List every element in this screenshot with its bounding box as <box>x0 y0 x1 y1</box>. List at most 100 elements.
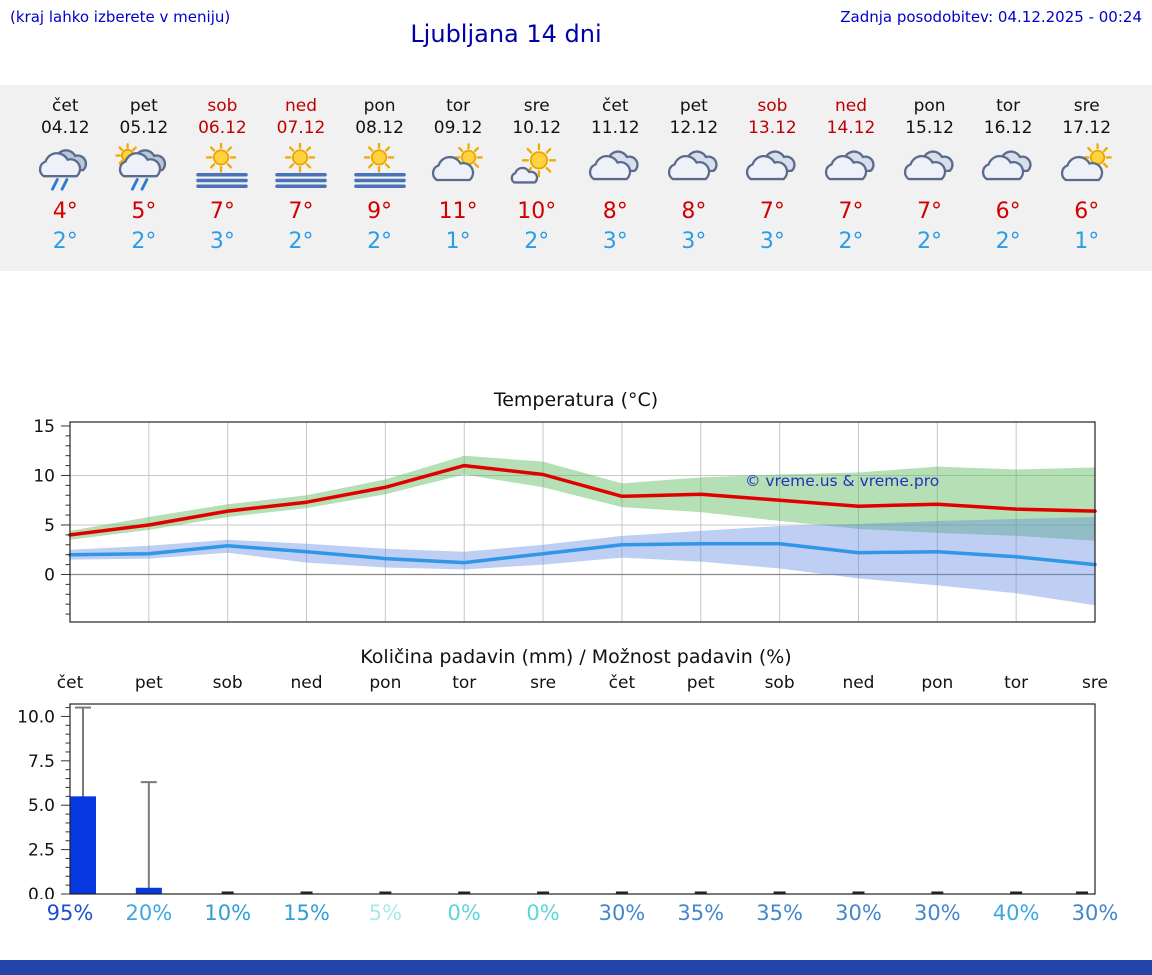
precip-probability-row: 95% 20% 10% 15% 5% 0% 0% 30% 35% 35% 30% 30% 40% 30% <box>0 899 1152 933</box>
temperature-min: 2° <box>288 229 314 254</box>
temperature-max: 10° <box>517 199 557 224</box>
sun-cloud-icon <box>432 143 483 182</box>
precip-probability-label: 20% <box>125 901 173 925</box>
temp-axis-label: 0 <box>44 565 55 585</box>
precip-probability-label: 30% <box>1071 901 1119 925</box>
precip-probability-label: 30% <box>913 901 961 925</box>
precip-bar <box>70 796 96 895</box>
temperature-min: 1° <box>1074 229 1100 254</box>
location-hint: (kraj lahko izberete v meniju) <box>10 8 231 26</box>
day-name: pet <box>129 96 158 116</box>
weather-icon <box>977 143 1039 193</box>
sun-rain-cloud-icon <box>115 143 166 191</box>
temperature-min: 2° <box>367 229 393 254</box>
forecast-day: sob 06.12 7° 3° <box>183 95 262 271</box>
forecast-day: tor 16.12 6° 2° <box>969 95 1048 271</box>
temperature-min: 2° <box>917 229 943 254</box>
temperature-chart-section: Temperatura (°C) 0 5 10 15 © vreme.us & vre… <box>0 388 1152 628</box>
day-date: 04.12 <box>40 118 90 138</box>
day-name: sre <box>1073 96 1100 116</box>
day-name: sob <box>757 96 788 116</box>
precip-zero-mark <box>379 891 392 894</box>
temperature-min: 2° <box>995 229 1021 254</box>
day-date: 11.12 <box>590 118 640 138</box>
temperature-max: 5° <box>131 199 157 224</box>
precip-chart-title: Količina padavin (mm) / Možnost padavin … <box>360 646 792 668</box>
day-date: 05.12 <box>119 118 169 138</box>
temp-axis-label: 5 <box>44 516 55 536</box>
day-name: pon <box>913 96 946 116</box>
temperature-max: 9° <box>367 199 393 224</box>
precip-axis-label: 5.0 <box>28 796 55 816</box>
min-temp-band <box>70 517 1095 606</box>
temperature-min: 2° <box>52 229 78 254</box>
weather-icon <box>899 143 961 193</box>
precip-axis-label: 0.0 <box>28 885 55 899</box>
forecast-day: čet 04.12 4° 2° <box>26 95 105 271</box>
temperature-max: 7° <box>288 199 314 224</box>
precip-day-label: pet <box>134 673 163 693</box>
sun-fog-icon <box>196 143 249 188</box>
precip-probability-label: 0% <box>526 901 560 925</box>
precip-zero-mark <box>300 891 313 894</box>
day-date: 12.12 <box>669 118 719 138</box>
precip-day-label: sre <box>1082 673 1108 693</box>
precip-probability-label: 30% <box>598 901 646 925</box>
temperature-max: 7° <box>759 199 785 224</box>
precip-day-label: pon <box>369 673 402 693</box>
precip-zero-mark <box>931 891 944 894</box>
weather-icon <box>427 143 489 193</box>
forecast-strip: čet 04.12 4° 2° pet 05.12 5° 2° sob 06.1… <box>0 85 1152 271</box>
temperature-min: 2° <box>131 229 157 254</box>
day-date: 10.12 <box>512 118 562 138</box>
precip-day-label: ned <box>842 673 875 693</box>
weather-icon <box>663 143 725 193</box>
page-title: Ljubljana 14 dni <box>410 20 602 48</box>
forecast-day: pet 12.12 8° 3° <box>655 95 734 271</box>
day-date: 07.12 <box>276 118 326 138</box>
weather-icon <box>1056 143 1118 193</box>
copyright-link[interactable]: © vreme.us & vreme.pro <box>745 472 940 490</box>
precip-day-label: čet <box>56 673 84 693</box>
temperature-min: 3° <box>681 229 707 254</box>
day-name: čet <box>602 96 629 116</box>
forecast-day: sob 13.12 7° 3° <box>733 95 812 271</box>
max-temp-band <box>70 455 1095 541</box>
rain-cloud-icon <box>39 149 88 191</box>
temperature-max: 11° <box>438 199 478 224</box>
precip-bar <box>135 887 162 894</box>
precip-day-label: sre <box>530 673 557 693</box>
precip-day-label: čet <box>608 673 636 693</box>
temperature-min: 2° <box>524 229 550 254</box>
day-date: 15.12 <box>905 118 954 138</box>
day-date: 06.12 <box>198 118 247 138</box>
precip-zero-mark <box>773 891 786 894</box>
precip-probability-label: 0% <box>447 901 481 925</box>
cloudy-icon <box>824 150 875 181</box>
precip-day-label: pon <box>921 673 954 693</box>
precip-probability-label: 40% <box>992 901 1040 925</box>
last-updated: Zadnja posodobitev: 04.12.2025 - 00:24 <box>840 8 1142 26</box>
precip-day-label: tor <box>452 673 477 693</box>
footer-bar <box>0 960 1152 975</box>
cloudy-icon <box>667 150 718 181</box>
day-name: sre <box>523 96 550 116</box>
day-date: 14.12 <box>826 118 876 138</box>
forecast-day: čet 11.12 8° 3° <box>576 95 655 271</box>
temperature-max: 6° <box>1074 199 1100 224</box>
precip-zero-mark <box>1010 891 1023 894</box>
precip-probability-label: 30% <box>835 901 882 925</box>
min-temp-line <box>68 542 1097 567</box>
precip-day-label: ned <box>290 673 323 693</box>
day-name: tor <box>446 96 471 116</box>
forecast-day: pet 05.12 5° 2° <box>105 95 184 271</box>
temperature-min: 3° <box>759 229 785 254</box>
weather-icon <box>34 143 96 193</box>
day-date: 08.12 <box>355 118 404 138</box>
forecast-day: ned 14.12 7° 2° <box>812 95 891 271</box>
forecast-day: pon 15.12 7° 2° <box>890 95 969 271</box>
precip-day-label: sob <box>212 673 243 693</box>
temperature-max: 6° <box>995 199 1021 224</box>
mostly-sunny-icon <box>510 143 556 184</box>
forecast-day: ned 07.12 7° 2° <box>262 95 341 271</box>
